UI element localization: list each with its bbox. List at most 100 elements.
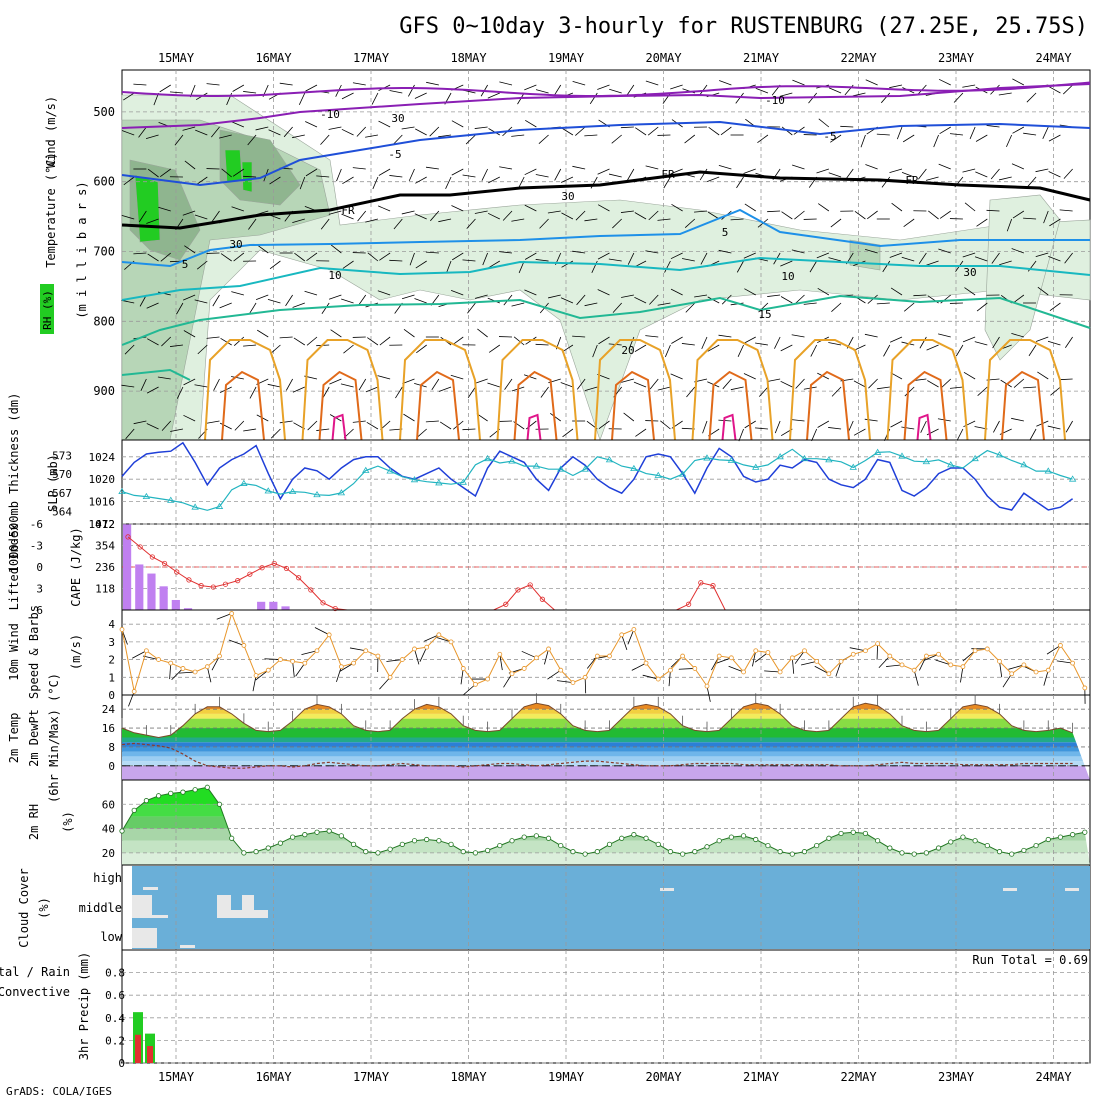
wind-barb <box>635 428 647 437</box>
thickness-point <box>264 487 272 494</box>
top-date-label: 19MAY <box>548 51 585 65</box>
wind-barb <box>267 383 281 388</box>
rh-point <box>667 849 674 855</box>
chart-title: GFS 0~10day 3-hourly for RUSTENBURG (27.… <box>399 14 1088 39</box>
rh-axis-label: RH (%) <box>41 290 54 330</box>
wind-speed-point <box>875 641 881 647</box>
wind-barb <box>1059 209 1073 212</box>
thickness-point <box>947 461 955 468</box>
wind-barb <box>539 218 549 229</box>
wind-barb <box>1011 333 1024 338</box>
precip-tick-label: 0.6 <box>105 989 125 1002</box>
wind-barb <box>830 218 842 228</box>
minmax-axis-label: (6hr Min/Max) (°C) <box>47 673 61 803</box>
wind-speed-point <box>314 648 320 654</box>
rh-point <box>740 833 747 839</box>
wind-barb <box>336 666 342 683</box>
wind-barb <box>330 329 342 338</box>
wind-barb <box>1048 134 1061 142</box>
wind-barb <box>378 168 391 176</box>
wind-barb <box>430 210 440 222</box>
wind-barb <box>794 210 805 220</box>
wind-speed-point <box>204 664 210 670</box>
wind-barb <box>340 383 354 388</box>
wind-barb <box>234 420 245 431</box>
rh-point <box>460 849 466 855</box>
slp-axis-label: SLP (mb) <box>46 454 60 512</box>
rh-point <box>948 839 954 845</box>
wind-barb <box>292 302 305 308</box>
wind-barb <box>881 176 891 188</box>
wind-barb <box>121 384 135 388</box>
wind-barb <box>612 218 622 229</box>
wind-barb <box>356 126 367 137</box>
wind-barb <box>547 294 561 299</box>
lifted-index-point <box>271 560 277 567</box>
rh-point <box>826 835 832 841</box>
wind-barb <box>631 662 647 671</box>
rh-point <box>570 849 576 855</box>
wind-barb <box>889 168 903 173</box>
wind-barb <box>243 175 257 178</box>
panel-frame <box>121 609 1091 696</box>
thickness-tick-label: 564 <box>52 506 72 519</box>
cloud-block <box>1065 888 1079 891</box>
rh-point <box>399 841 405 847</box>
temp-contour-20 <box>204 339 286 441</box>
wind-barb <box>233 252 245 262</box>
temp-contour-25 <box>416 370 460 441</box>
temp-band <box>122 728 1090 738</box>
wind-barb <box>902 134 915 143</box>
wind-barb <box>828 427 842 430</box>
wind-speed-point <box>119 627 125 632</box>
precip-total-label: Total / Rain <box>0 965 70 979</box>
lifted-index-point <box>686 601 692 607</box>
wind-barb <box>538 134 549 144</box>
contour-label: 5 <box>722 226 729 239</box>
thickness-point <box>337 489 346 496</box>
wind-barb <box>649 294 659 305</box>
wind-barb <box>252 675 257 692</box>
temp-band <box>122 737 1090 743</box>
wind-barb <box>774 420 781 434</box>
wind-barb <box>553 84 562 97</box>
y-tick-label: 600 <box>93 175 115 189</box>
rh-legend-swatch <box>40 284 54 334</box>
wind-speed-point <box>143 648 149 654</box>
wind-barb <box>561 127 574 136</box>
wind-speed-point <box>570 680 576 686</box>
contour-label: FR <box>905 174 919 187</box>
wind-barb <box>212 294 220 307</box>
wind-barb <box>623 412 635 422</box>
wind-barb <box>853 380 866 388</box>
rh-band <box>122 787 1090 805</box>
wind-barb <box>794 294 805 305</box>
wind-barb <box>367 337 379 346</box>
wind-barb <box>938 333 951 338</box>
wind-barb <box>816 168 829 174</box>
wind-barb <box>706 176 720 183</box>
wind-barb <box>452 336 464 345</box>
wind-speed-point <box>777 669 783 675</box>
wind-speed-point <box>168 660 174 666</box>
contour-label: -5 <box>388 148 401 161</box>
wind-barb <box>535 174 549 178</box>
wind-barb <box>671 203 683 212</box>
wind-barb <box>1037 371 1049 380</box>
contour-label: 30 <box>963 266 976 279</box>
wind-barb <box>1012 78 1025 86</box>
slp-tick-label: 1020 <box>89 473 116 486</box>
wind-barb <box>1006 218 1013 232</box>
rh-point <box>131 807 137 813</box>
wind-barb <box>764 670 781 673</box>
wind-barb <box>1062 84 1073 95</box>
wind-barb <box>801 660 817 666</box>
wind-barb <box>1049 218 1061 227</box>
wind-barb <box>416 428 427 438</box>
rh-point <box>1009 851 1015 857</box>
wind-barb <box>718 165 732 170</box>
cloud-row-label: high <box>93 871 122 885</box>
cape-bar <box>135 564 144 610</box>
rh-point <box>862 830 869 837</box>
wind-barb <box>684 218 696 228</box>
